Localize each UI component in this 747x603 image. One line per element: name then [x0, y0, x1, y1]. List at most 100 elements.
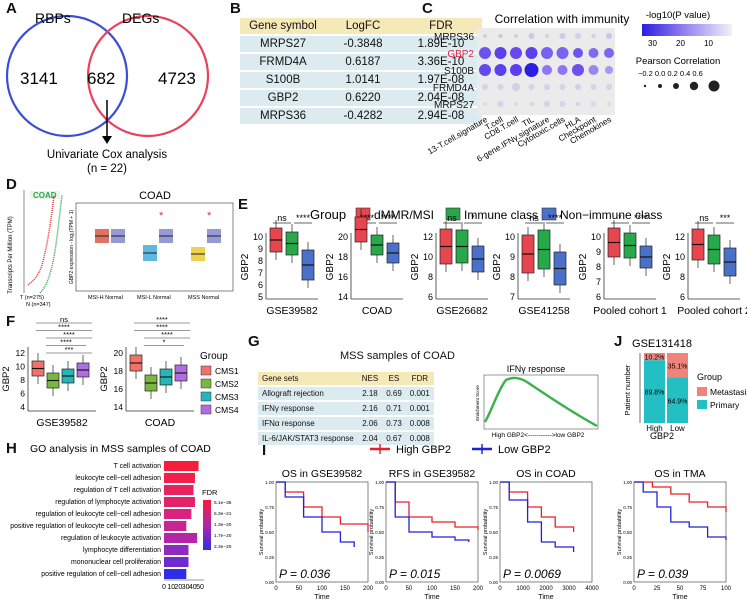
- y-tick: 8: [20, 375, 25, 385]
- km-xlabel: Time: [424, 594, 439, 601]
- gene-label: GBP2: [447, 49, 474, 60]
- correlation-dot: [479, 64, 491, 76]
- table-cell: -0.3848: [326, 34, 400, 53]
- x-tick: 0: [498, 586, 502, 592]
- x-tick: 40: [189, 584, 197, 591]
- y-tick: 10: [253, 232, 263, 242]
- sig-label: ****: [156, 315, 168, 324]
- gene-label: MRPS27: [434, 100, 474, 111]
- y-axis-label: GBP2: [1, 366, 12, 391]
- x-tick: 30: [182, 584, 190, 591]
- go-title: GO analysis in MSS samples of COAD: [30, 443, 211, 455]
- km-plot: OS in GSE39582 1.00 0.75 0.50 0.25 0.00 Surviv…: [259, 468, 374, 601]
- table-cell: IL-6/JAK/STAT3 response: [258, 430, 358, 445]
- y-tick: 10: [675, 252, 685, 262]
- deg-circle: [86, 14, 210, 138]
- table-cell: FRMD4A: [240, 52, 326, 71]
- panel-label-j: J: [614, 333, 623, 350]
- box-ylabel: GBP2 expression - log₂(TPM + 1): [69, 210, 75, 285]
- primary-bar: [644, 360, 665, 423]
- normal-n-label: N (n=347): [26, 302, 51, 308]
- correlation-dot: [606, 84, 612, 90]
- y-tick: 1.00: [265, 480, 274, 485]
- x-tick: 0: [162, 584, 166, 591]
- gsea-title: MSS samples of COAD: [340, 350, 455, 362]
- pval-gradient: [642, 24, 732, 36]
- x-tick: 1000: [516, 586, 530, 592]
- table-cell: MRPS27: [240, 34, 326, 53]
- correlation-dot: [510, 64, 522, 76]
- j-title: GSE131418: [632, 338, 692, 350]
- go-legend-title: FDR: [202, 488, 218, 497]
- box-x-msih: MSI-H Normal: [88, 295, 123, 301]
- low-gbp2-curve: [386, 481, 470, 542]
- table-cell: IFNα response: [258, 415, 358, 431]
- gsea-xlabel: High GBP2<----------->low GBP2: [492, 432, 585, 439]
- y-tick: 8: [596, 262, 601, 272]
- table-row: IL-6/JAK/STAT3 response 2.04 0.67 0.008: [258, 430, 434, 445]
- sig-label: *: [163, 338, 166, 347]
- table-cell: 1.97E-08: [400, 70, 482, 89]
- y-axis-label: GBP2: [99, 366, 110, 391]
- y-axis-label: GBP2: [578, 253, 589, 280]
- y-tick: 8: [510, 272, 515, 282]
- y-tick: 0.25: [489, 555, 498, 560]
- table-cell: 2.18: [357, 385, 383, 401]
- low-gbp2-curve: [634, 481, 727, 540]
- correlation-dot: [607, 102, 611, 106]
- cms-legend-label: CMS4: [215, 405, 239, 415]
- legend-nonimmune: Non−immune class: [560, 208, 662, 222]
- table-cell: 0.6187: [326, 52, 400, 71]
- y-tick: 6: [20, 389, 25, 399]
- x-axis-label: Pooled cohort 2: [677, 305, 747, 317]
- gsea-enrichment-plot: IFNγ response Enrichment Score High GBP2…: [475, 364, 599, 439]
- table-cell: 1.0141: [326, 70, 400, 89]
- sig-label: ****: [296, 213, 311, 223]
- category-label: Low: [670, 424, 685, 433]
- table-cell: 3.36E-10: [400, 52, 482, 71]
- correlation-dot: [545, 34, 549, 38]
- km-plot: OS in COAD 1.00 0.75 0.50 0.25 0.00 Survival p…: [483, 468, 599, 601]
- km-pvalue: P = 0.036: [279, 567, 331, 581]
- rbp-circle: [5, 14, 129, 138]
- y-tick: 12: [16, 348, 26, 358]
- y-axis-label: GBP2: [240, 253, 251, 280]
- table-cell: 1.89E-10: [400, 34, 482, 53]
- rbp-only-count: 3141: [20, 69, 58, 88]
- j-legend-title: Group: [697, 372, 722, 382]
- sig-label: ns: [60, 315, 68, 324]
- gse131418-stacked-bar: GSE131418 Patient number 10.2% 89.8% High 3…: [623, 338, 747, 440]
- y-tick: 6: [258, 280, 263, 290]
- gsea-ylabel: Enrichment Score: [475, 385, 480, 421]
- fdr-tick: 1.7e−20: [214, 533, 232, 539]
- correlation-dot: [529, 102, 534, 106]
- table-cell: 2.04: [357, 430, 383, 445]
- panel-label-d: D: [6, 176, 17, 193]
- correlation-dot: [606, 33, 612, 39]
- x-tick: 20: [175, 584, 183, 591]
- tumor-n-label: T (n=275): [20, 295, 44, 301]
- group-legend-title: Group: [310, 207, 346, 222]
- sig-label: ****: [634, 213, 649, 223]
- go-term-label: T cell activation: [114, 463, 162, 470]
- cox-analysis-text: Univariate Cox analysis: [47, 149, 167, 161]
- correlation-dot: [575, 84, 581, 90]
- legend-immune: Immune class: [464, 208, 538, 222]
- y-tick: 0.75: [265, 505, 274, 510]
- km-xlabel: Time: [314, 594, 329, 601]
- survival-panels: High GBP2 Low GBP2 OS in GSE39582 1.00 0.7…: [259, 444, 732, 601]
- gene-table-panel: Gene symbol LogFC FDR MRPS27 -0.3848 1.89E-1…: [240, 18, 482, 124]
- y-tick: 20: [338, 232, 348, 242]
- correlation-dot: [576, 102, 580, 106]
- table-cell: 0.008: [405, 430, 434, 445]
- x-axis-label: GSE39582: [36, 417, 88, 429]
- y-tick: 0.00: [623, 580, 632, 585]
- table-row: S100B 1.0141 1.97E-08: [240, 70, 482, 89]
- table-cell: -0.4282: [326, 106, 400, 124]
- boxplot-pooled-cohort-2: GBP2 12 10 8 6 ns *** Pooled cohort 2: [662, 213, 747, 317]
- y-tick: 16: [338, 272, 348, 282]
- correlation-dot: [528, 84, 535, 90]
- y-tick: 8: [258, 256, 263, 266]
- table-row: GBP2 0.6220 2.04E-08: [240, 88, 482, 107]
- km-ylabel: Survival probability: [483, 509, 489, 555]
